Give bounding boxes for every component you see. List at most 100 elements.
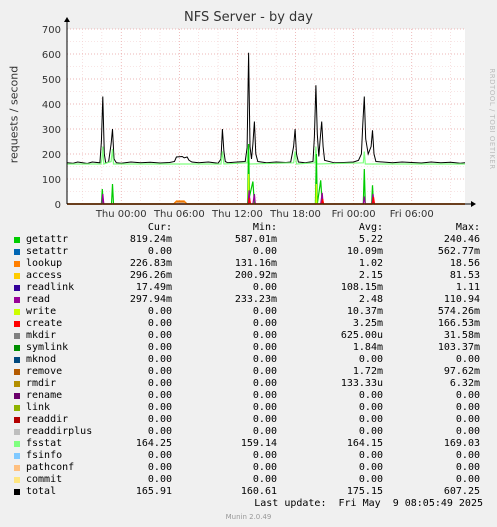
x-axis-arrow	[471, 201, 476, 207]
legend-name: create	[26, 318, 63, 329]
legend-name: link	[26, 402, 51, 413]
y-axis-arrow	[64, 17, 70, 22]
legend-cur: 0.00	[147, 246, 172, 257]
x-tick-label: Thu 12:00	[211, 209, 263, 220]
legend-min: 0.00	[252, 474, 277, 485]
legend-row-link: link 0.00 0.00 0.00 0.00	[14, 402, 494, 414]
legend-max: 0.00	[455, 414, 480, 425]
x-tick-label: Fri 06:00	[390, 209, 434, 220]
series-line-total	[66, 52, 466, 165]
legend-header-min: Min:	[252, 222, 277, 233]
legend-avg: 0.00	[358, 402, 383, 413]
legend-cur: 0.00	[147, 426, 172, 437]
legend-row-fsinfo: fsinfo 0.00 0.00 0.00 0.00	[14, 450, 494, 462]
legend-swatch	[14, 321, 20, 327]
legend-min: 0.00	[252, 450, 277, 461]
legend-name: write	[26, 306, 57, 317]
legend-name: fsinfo	[26, 450, 63, 461]
legend-cur: 0.00	[147, 366, 172, 377]
legend-min: 0.00	[252, 402, 277, 413]
legend-row-rename: rename 0.00 0.00 0.00 0.00	[14, 390, 494, 402]
x-tick-label: Fri 00:00	[332, 209, 376, 220]
legend-max: 31.58m	[443, 330, 480, 341]
legend-name: access	[26, 270, 63, 281]
legend-table: Cur: Min: Avg: Max: getattr 819.24m 587.01…	[14, 222, 494, 498]
legend-min: 0.00	[252, 330, 277, 341]
legend-min: 159.14	[240, 438, 277, 449]
legend-min: 0.00	[252, 414, 277, 425]
legend-cur: 0.00	[147, 462, 172, 473]
legend-cur: 296.26m	[129, 270, 172, 281]
legend-min: 160.61	[240, 486, 277, 497]
legend-cur: 0.00	[147, 330, 172, 341]
legend-cur: 0.00	[147, 354, 172, 365]
legend-cur: 819.24m	[129, 234, 172, 245]
legend-swatch	[14, 261, 20, 267]
legend-swatch	[14, 273, 20, 279]
legend-avg: 3.25m	[352, 318, 383, 329]
legend-swatch	[14, 345, 20, 351]
legend-swatch	[14, 237, 20, 243]
legend-min: 0.00	[252, 318, 277, 329]
plot-area: 0 100 200 300 400 500 600 700 Thu 00:00 Thu 06:00…	[42, 17, 476, 220]
legend-max: 97.62m	[443, 366, 480, 377]
legend-max: 166.53m	[437, 318, 480, 329]
legend-max: 240.46	[443, 234, 480, 245]
legend-max: 0.00	[455, 426, 480, 437]
legend-avg: 175.15	[346, 486, 383, 497]
last-update: Last update: Fri May 9 08:05:49 2025	[254, 498, 483, 509]
legend-row-create: create 0.00 0.00 3.25m 166.53m	[14, 318, 494, 330]
legend-swatch	[14, 249, 20, 255]
legend-max: 607.25	[443, 486, 480, 497]
legend-header-avg: Avg:	[358, 222, 383, 233]
legend-cur: 226.83m	[129, 258, 172, 269]
legend-avg: 0.00	[358, 414, 383, 425]
legend-max: 574.26m	[437, 306, 480, 317]
legend-min: 0.00	[252, 426, 277, 437]
legend-cur: 0.00	[147, 390, 172, 401]
legend-min: 233.23m	[234, 294, 277, 305]
legend-avg: 2.15	[358, 270, 383, 281]
legend-max: 110.94	[443, 294, 480, 305]
legend-row-readlink: readlink 17.49m 0.00 108.15m 1.11	[14, 282, 494, 294]
legend-swatch	[14, 453, 20, 459]
legend-name: getattr	[26, 234, 69, 245]
legend-name: commit	[26, 474, 63, 485]
legend-avg: 164.15	[346, 438, 383, 449]
legend-avg: 10.37m	[346, 306, 383, 317]
legend-max: 0.00	[455, 402, 480, 413]
legend-row-symlink: symlink 0.00 0.00 1.84m 103.37m	[14, 342, 494, 354]
legend-min: 0.00	[252, 390, 277, 401]
legend-min: 0.00	[252, 282, 277, 293]
legend-max: 0.00	[455, 462, 480, 473]
legend-max: 169.03	[443, 438, 480, 449]
y-tick-label: 300	[42, 125, 61, 136]
legend-min: 0.00	[252, 306, 277, 317]
legend-min: 0.00	[252, 366, 277, 377]
legend-swatch	[14, 381, 20, 387]
legend-max: 0.00	[455, 450, 480, 461]
legend-row-rmdir: rmdir 0.00 0.00 133.33u 6.32m	[14, 378, 494, 390]
series-line-create	[67, 196, 465, 205]
legend-avg: 0.00	[358, 354, 383, 365]
legend-swatch	[14, 297, 20, 303]
y-tick-label: 600	[42, 50, 61, 61]
y-tick-label: 700	[42, 25, 61, 36]
munin-version: Munin 2.0.49	[225, 513, 272, 521]
legend-avg: 2.48	[358, 294, 383, 305]
legend-cur: 0.00	[147, 318, 172, 329]
legend-header: Cur: Min: Avg: Max:	[14, 222, 494, 234]
legend-row-mknod: mknod 0.00 0.00 0.00 0.00	[14, 354, 494, 366]
x-tick-label: Thu 18:00	[269, 209, 321, 220]
legend-avg: 108.15m	[340, 282, 383, 293]
legend-avg: 0.00	[358, 426, 383, 437]
legend-max: 0.00	[455, 354, 480, 365]
legend-cur: 0.00	[147, 474, 172, 485]
legend-max: 1.11	[455, 282, 480, 293]
x-tick-label: Thu 00:00	[95, 209, 147, 220]
legend-cur: 165.91	[135, 486, 172, 497]
legend-min: 200.92m	[234, 270, 277, 281]
legend-row-write: write 0.00 0.00 10.37m 574.26m	[14, 306, 494, 318]
legend-row-pathconf: pathconf 0.00 0.00 0.00 0.00	[14, 462, 494, 474]
